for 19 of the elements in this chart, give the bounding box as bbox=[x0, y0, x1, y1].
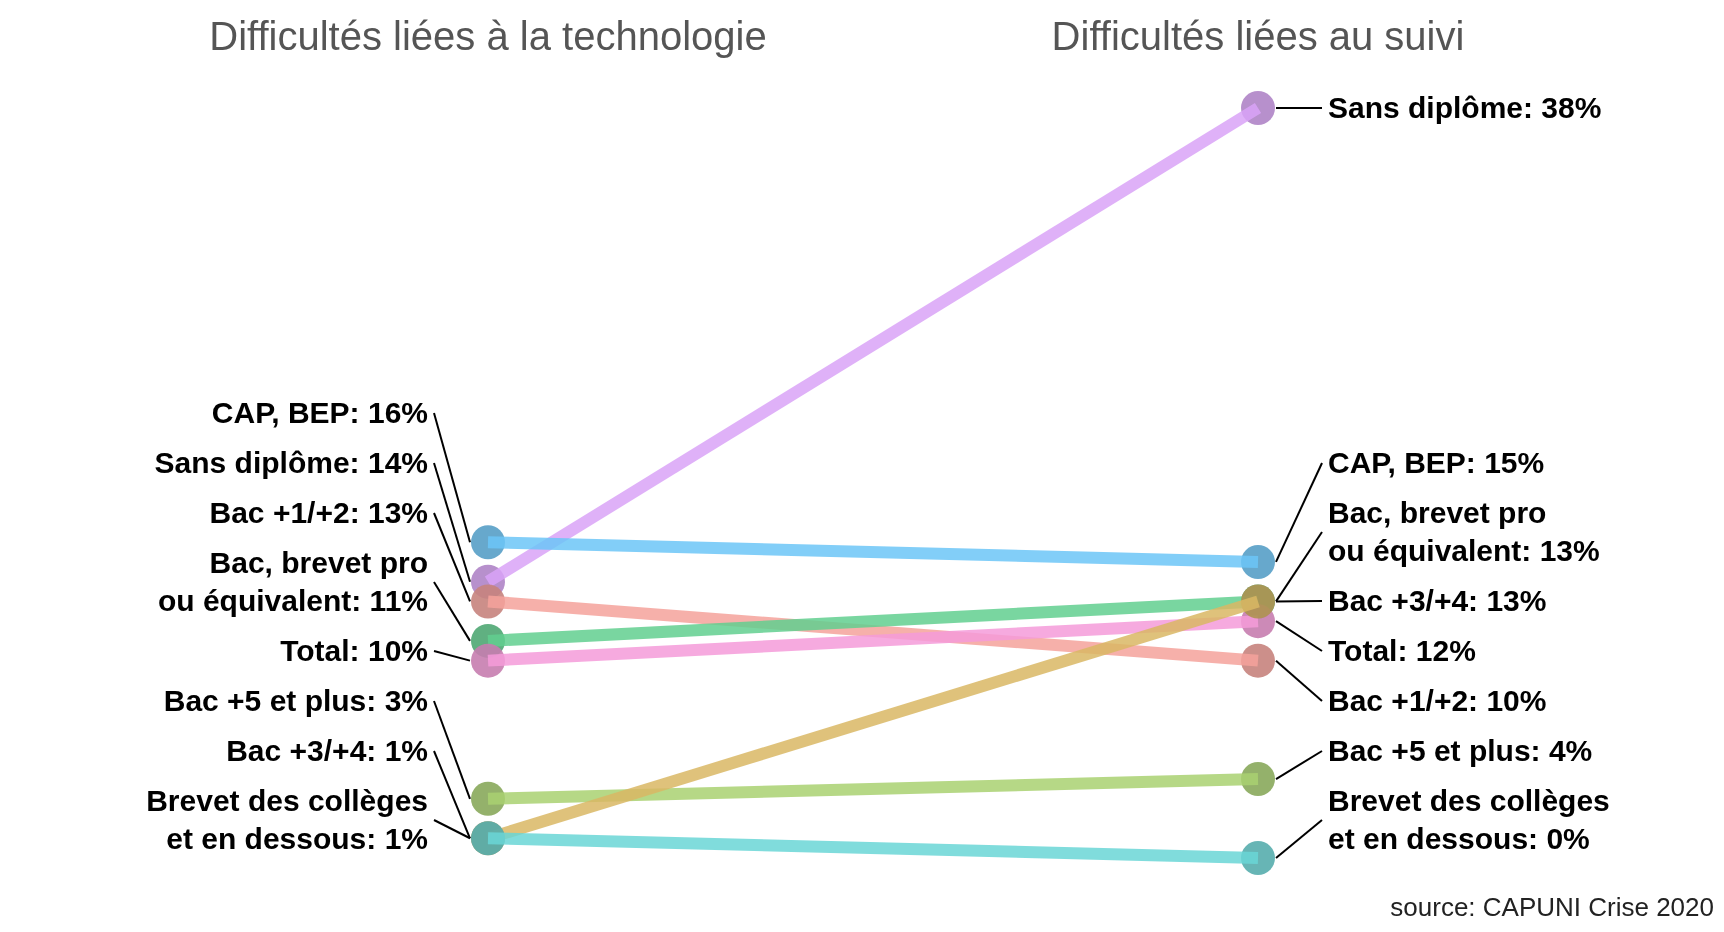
x-tick-label: Difficultés liées à la technologie bbox=[209, 14, 767, 58]
data-label: Brevet des collèges et en dessous: 0% bbox=[1328, 784, 1610, 855]
data-label: Sans diplôme: 14% bbox=[154, 446, 428, 479]
source-note: source: CAPUNI Crise 2020 bbox=[1390, 892, 1714, 922]
data-label: CAP, BEP: 15% bbox=[1328, 446, 1545, 479]
x-tick-label: Difficultés liées au suivi bbox=[1051, 14, 1465, 58]
data-label: Bac, brevet pro ou équivalent: 11% bbox=[157, 546, 428, 617]
data-label: Bac +5 et plus: 3% bbox=[163, 684, 428, 717]
data-label: Bac +1/+2: 10% bbox=[1328, 684, 1547, 717]
data-label: Bac +3/+4: 1% bbox=[226, 734, 428, 767]
data-label: Bac, brevet pro ou équivalent: 13% bbox=[1328, 496, 1600, 567]
data-label: Sans diplôme: 38% bbox=[1328, 91, 1602, 124]
data-label: Bac +3/+4: 13% bbox=[1328, 584, 1547, 617]
data-label: Bac +5 et plus: 4% bbox=[1328, 734, 1593, 767]
data-label: Total: 12% bbox=[1328, 634, 1476, 667]
data-label: Bac +1/+2: 13% bbox=[209, 496, 428, 529]
data-label: CAP, BEP: 16% bbox=[211, 396, 428, 429]
data-label: Total: 10% bbox=[280, 634, 428, 667]
data-label: Brevet des collèges et en dessous: 1% bbox=[146, 784, 428, 855]
